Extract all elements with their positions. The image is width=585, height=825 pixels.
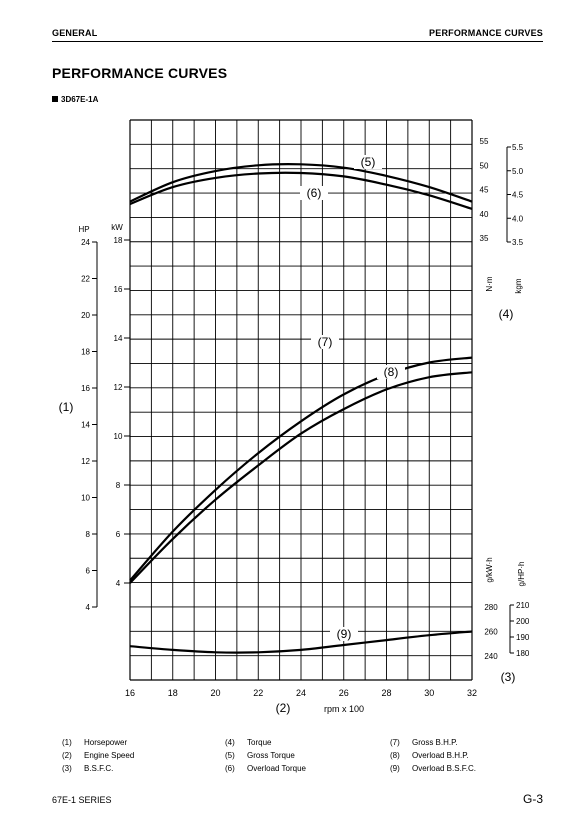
hp-unit-label: HP [78,225,89,234]
x-axis-callout: (2) [276,701,291,715]
curve-6 [129,171,473,210]
nm-tick-label: 55 [480,137,489,146]
header-rule [52,41,543,42]
gkwh-tick-label: 260 [484,628,498,637]
kw-tick-label: 16 [114,285,123,294]
kw-tick-label: 18 [114,236,123,245]
legend-item: (2) Engine Speed [62,751,135,760]
hp-tick-label: 10 [81,494,90,503]
curve-label-bg [377,365,405,379]
curve-5 [129,163,473,203]
x-tick-label: 18 [168,688,178,698]
legend-item: (3) B.S.F.C. [62,764,114,773]
legend-item: (5) Gross Torque [225,751,295,760]
hp-tick-label: 8 [86,530,91,539]
curve-8 [129,371,473,584]
footer-series: 67E-1 SERIES [52,795,112,805]
ghph-tick-label: 210 [516,601,530,610]
nm-tick-label: 40 [480,210,489,219]
kw-tick-label: 14 [114,334,123,343]
curve-label: (5) [361,155,376,169]
legend-column-2: (4) Torque (5) Gross Torque (6) Overload To… [225,736,306,775]
curve-label: (9) [337,627,352,641]
footer-page-number: G-3 [522,792,543,806]
kw-tick-label: 4 [116,579,121,588]
curve-7 [129,356,473,582]
legend-item: (6) Overload Torque [225,764,306,773]
bsfc-axis-callout: (3) [501,670,516,684]
hp-tick-label: 20 [81,311,90,320]
curve-label: (8) [384,365,399,379]
gkwh-tick-label: 280 [484,603,498,612]
ghph-unit-label: g/HP·h [517,562,526,587]
header-page-title: PERFORMANCE CURVES [429,28,543,38]
nm-unit-label: N·m [485,276,494,291]
model-subtitle: 3D67E-1A [52,95,98,104]
x-tick-label: 30 [424,688,434,698]
hp-tick-label: 12 [81,457,90,466]
ghph-tick-label: 180 [516,649,530,658]
kgm-unit-label: kgm [514,278,523,293]
kw-tick-label: 8 [116,481,121,490]
kw-tick-label: 6 [116,530,121,539]
ghph-tick-label: 200 [516,617,530,626]
nm-tick-label: 35 [480,234,489,243]
legend-item: (9) Overload B.S.F.C. [390,764,477,773]
curve-label: (6) [307,186,322,200]
x-tick-label: 24 [296,688,306,698]
x-tick-label: 28 [381,688,391,698]
square-bullet-icon [52,96,58,102]
gkwh-tick-label: 240 [484,652,498,661]
hp-tick-label: 6 [86,567,91,576]
hp-tick-label: 4 [86,603,91,612]
hp-tick-label: 18 [81,348,90,357]
kgm-tick-label: 5.5 [512,143,524,152]
legend-item: (8) Overload B.H.P. [390,751,469,760]
x-axis-label: rpm x 100 [324,704,364,714]
kw-tick-label: 12 [114,383,123,392]
legend-column-3: (7) Gross B.H.P. (8) Overload B.H.P. (9) Ov… [390,736,476,775]
gkwh-unit-label: g/kW·h [485,557,494,582]
curve-label-bg [354,155,382,169]
curve-label: (7) [318,335,333,349]
hp-tick-label: 14 [81,421,90,430]
curve-label-bg [311,335,339,349]
model-label: 3D67E-1A [61,95,99,104]
curve-9 [129,630,473,654]
hp-tick-label: 22 [81,275,90,284]
hp-tick-label: 16 [81,384,90,393]
legend-column-1: (1) Horsepower (2) Engine Speed (3) B.S.F.C… [62,736,134,775]
header-section-title: GENERAL [52,28,98,38]
legend-item: (1) Horsepower [62,738,128,747]
kw-unit-label: kW [111,223,123,232]
kgm-tick-label: 5.0 [512,167,524,176]
hp-tick-label: 24 [81,238,90,247]
power-axis-callout: (1) [59,400,74,414]
curve-label-bg [300,186,328,200]
kw-tick-label: 10 [114,432,123,441]
kgm-tick-label: 4.0 [512,214,524,223]
x-tick-label: 26 [339,688,349,698]
torque-axis-callout: (4) [499,307,514,321]
x-tick-label: 32 [467,688,477,698]
kgm-tick-label: 3.5 [512,238,524,247]
curve-label-bg [330,627,358,641]
legend-item: (4) Torque [225,738,272,747]
nm-tick-label: 45 [480,186,489,195]
x-tick-label: 22 [253,688,263,698]
legend-item: (7) Gross B.H.P. [390,738,458,747]
nm-tick-label: 50 [480,161,489,170]
kgm-tick-label: 4.5 [512,191,524,200]
x-tick-label: 16 [125,688,135,698]
page-title: PERFORMANCE CURVES [52,65,228,81]
x-tick-label: 20 [210,688,220,698]
ghph-tick-label: 190 [516,633,530,642]
